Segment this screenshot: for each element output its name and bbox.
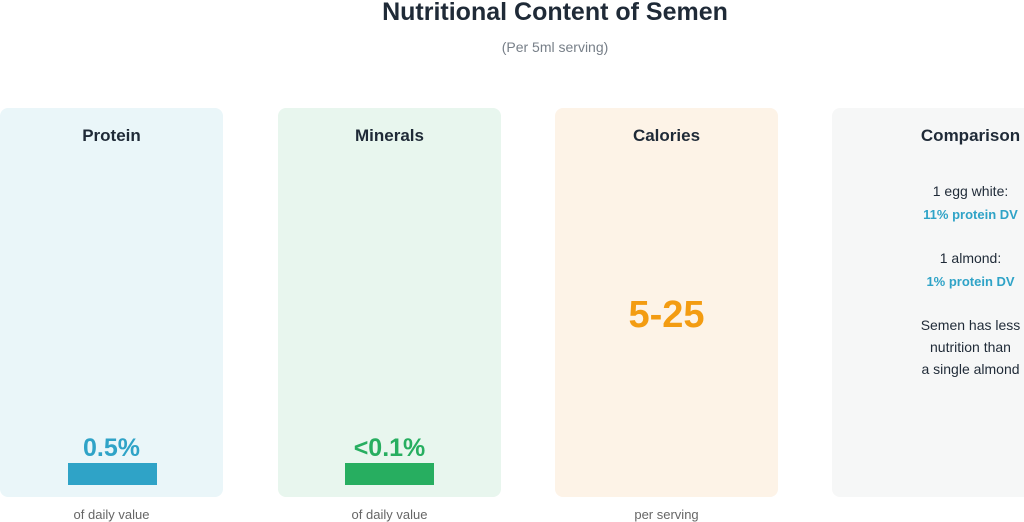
card-footnote: of daily value <box>351 507 428 522</box>
card-footnote: per serving <box>634 507 699 522</box>
card-title: Protein <box>82 126 141 145</box>
protein-card <box>0 108 223 497</box>
comparison-card <box>832 108 1024 497</box>
card-value: <0.1% <box>353 434 426 462</box>
page-subtitle: (Per 5ml serving) <box>501 39 609 55</box>
card-title: Comparison <box>920 126 1021 145</box>
conclusion-line: nutrition than <box>930 339 1011 355</box>
comparison-value: 11% protein DV <box>923 207 1018 222</box>
conclusion-line: Semen has less <box>920 317 1021 333</box>
conclusion-line: a single almond <box>921 361 1020 377</box>
comparison-value: 1% protein DV <box>926 274 1015 289</box>
comparison-label: 1 almond: <box>939 250 1002 266</box>
minerals-bar <box>345 463 434 485</box>
card-title: Calories <box>632 126 701 145</box>
minerals-card <box>278 108 501 497</box>
card-title: Minerals <box>355 126 424 145</box>
protein-bar <box>68 463 157 485</box>
comparison-label: 1 egg white: <box>932 183 1009 199</box>
card-value: 5-25 <box>628 294 705 336</box>
card-value: 0.5% <box>83 434 140 462</box>
page-title: Nutritional Content of Semen <box>382 0 728 26</box>
card-footnote: of daily value <box>73 507 150 522</box>
calories-card <box>555 108 778 497</box>
